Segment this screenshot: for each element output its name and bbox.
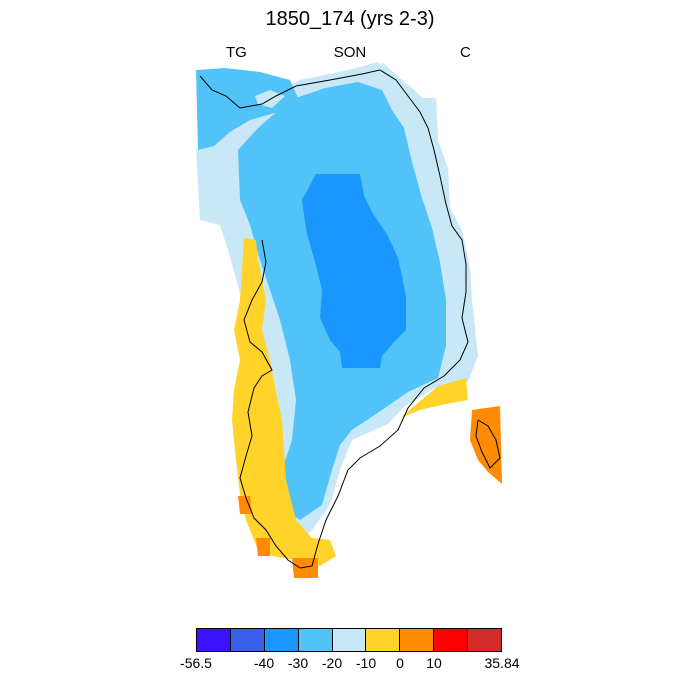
band-10-plus-sw1 <box>238 496 252 514</box>
colorbar-tick-label: -30 <box>287 655 309 671</box>
colorbar-swatch-1 <box>230 629 265 651</box>
band-0-to-10-east <box>400 378 468 418</box>
colorbar <box>196 628 502 652</box>
colorbar-swatch-3 <box>298 629 333 651</box>
colorbar-tick-label: -10 <box>355 655 377 671</box>
band-10-plus-south <box>292 558 318 578</box>
band-0-to-10-west <box>232 238 336 566</box>
colorbar-swatch-7 <box>434 629 469 651</box>
season-label: SON <box>333 44 367 61</box>
colorbar-swatch-8 <box>468 629 502 651</box>
coastline-east-island <box>475 419 501 469</box>
colorbar-swatch-6 <box>400 629 435 651</box>
band-minus30-to-minus20 <box>302 174 406 368</box>
colorbar-swatch-2 <box>264 629 299 651</box>
colorbar-tick-label: -40 <box>253 655 275 671</box>
coastline <box>199 69 469 569</box>
colorbar-tick-label: -20 <box>321 655 343 671</box>
variable-label: TG <box>226 44 247 61</box>
colorbar-ticks: -56.5 -40 -30 -20 -10 0 10 35.84 <box>0 655 700 675</box>
band-10-plus-sw2 <box>256 538 270 556</box>
colorbar-tick-label: 0 <box>396 655 404 671</box>
colorbar-swatch-5 <box>366 629 401 651</box>
colorbar-swatch-4 <box>332 629 367 651</box>
colorbar-tick-label: 35.84 <box>484 655 520 671</box>
band-ne-strip <box>380 62 438 160</box>
colorbar-tick-label: -56.5 <box>180 655 212 671</box>
units-label: C <box>460 44 471 61</box>
colorbar-tick-label: 10 <box>426 655 442 671</box>
colorbar-swatch-0 <box>197 629 231 651</box>
map-title: 1850_174 (yrs 2-3) <box>265 8 435 30</box>
band-nw-strip <box>196 68 298 150</box>
